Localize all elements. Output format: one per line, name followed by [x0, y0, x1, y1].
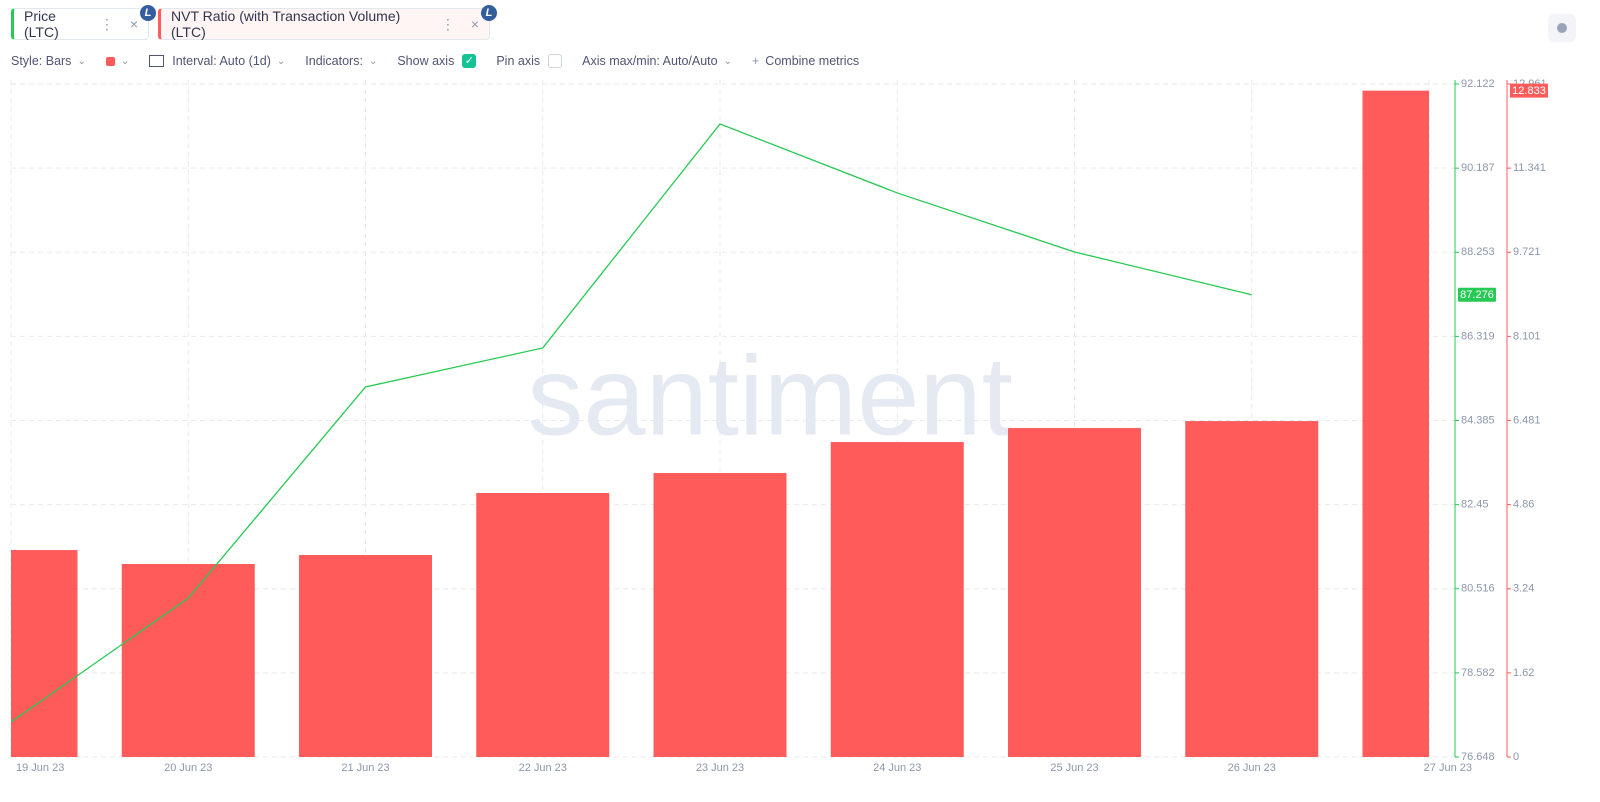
y-tick-label: 76.648: [1461, 751, 1495, 763]
y-tick-label: 92.122: [1461, 78, 1495, 90]
y-tick-label: 86.319: [1461, 330, 1495, 342]
label: Combine metrics: [765, 54, 860, 68]
y2-tick-label: 9.721: [1513, 246, 1541, 258]
x-tick-label: 19 Jun 23: [16, 762, 64, 774]
settings-button[interactable]: [1548, 14, 1576, 42]
y-tick-label: 82.45: [1461, 499, 1489, 511]
y2-tick-label: 8.101: [1513, 330, 1541, 342]
metric-tab[interactable]: NVT Ratio (with Transaction Volume) (LTC…: [158, 5, 497, 40]
x-tick-label: 21 Jun 23: [341, 762, 389, 774]
label: Interval: Auto (1d): [172, 54, 271, 68]
label: Axis max/min: Auto/Auto: [582, 54, 718, 68]
last-value-label: 87.276: [1460, 289, 1494, 301]
tab-close[interactable]: ×: [129, 16, 138, 32]
checkbox: [548, 54, 563, 68]
bar: [653, 473, 787, 757]
x-tick-label: 26 Jun 23: [1228, 762, 1276, 774]
y2-tick-label: 3.24: [1513, 583, 1534, 595]
bar: [1185, 421, 1319, 757]
icon: [1557, 23, 1567, 33]
ltc-icon: L: [140, 5, 156, 21]
x-tick-label: 22 Jun 23: [519, 762, 567, 774]
tab-label: Price (LTC): [24, 8, 59, 40]
pin-axis-toggle[interactable]: Pin axis: [496, 54, 563, 68]
label: Show axis: [397, 54, 455, 68]
bar: [476, 493, 610, 757]
axis-minmax-select[interactable]: Axis max/min: Auto/Auto ⌄: [582, 54, 732, 68]
bar: [299, 555, 432, 757]
combine-metrics-button[interactable]: + Combine metrics: [751, 54, 860, 68]
last-value-badge: [1458, 287, 1496, 302]
x-tick-label: 27 Jun 23: [1424, 762, 1472, 774]
y2-tick-label: 6.481: [1513, 414, 1541, 426]
x-tick-label: 25 Jun 23: [1050, 762, 1098, 774]
bar: [1362, 90, 1429, 757]
indicators-select[interactable]: Indicators: ⌄: [305, 54, 378, 68]
tab-close[interactable]: ×: [470, 16, 479, 32]
last-value-label: 12.833: [1512, 85, 1546, 97]
bar: [121, 563, 255, 757]
bar: [11, 550, 78, 757]
x-tick-label: 20 Jun 23: [164, 762, 212, 774]
y2-tick-label: 0: [1513, 751, 1519, 763]
bar: [830, 442, 964, 757]
color-swatch: [105, 56, 115, 66]
label: Pin axis: [496, 54, 541, 68]
interval-select[interactable]: Interval: Auto (1d) ⌄: [149, 54, 285, 68]
y-tick-label: 80.516: [1461, 583, 1495, 595]
x-tick-label: 24 Jun 23: [873, 762, 921, 774]
y2-tick-label: 1.62: [1513, 667, 1534, 679]
icon: [149, 55, 165, 67]
line: [11, 123, 1252, 723]
y2-tick-label: 4.86: [1513, 499, 1534, 511]
bar: [1008, 428, 1141, 757]
metric-tab[interactable]: Price (LTC) ⋮ × L: [11, 5, 156, 40]
label: Style: Bars: [11, 54, 72, 68]
show-axis-toggle[interactable]: Show axis ✓: [397, 54, 477, 68]
style-select[interactable]: Style: Bars ⌄: [11, 54, 86, 68]
y2-tick-label: 11.341: [1513, 162, 1546, 174]
watermark: santiment: [527, 334, 1013, 459]
y-tick-label: 88.253: [1461, 246, 1495, 258]
tab-menu[interactable]: ⋮: [440, 15, 455, 32]
toolbar: Style: Bars ⌄ ⌄ Interval: Auto (1d) ⌄ Indi…: [11, 52, 879, 70]
y-tick-label: 90.187: [1461, 162, 1495, 174]
tab-label: NVT Ratio (with Transaction Volume) (LTC…: [171, 8, 401, 40]
checkbox-checked: ✓: [462, 54, 477, 68]
y2-tick-label: 12.961: [1513, 78, 1547, 90]
y-tick-label: 78.582: [1461, 667, 1495, 679]
label: Indicators:: [305, 54, 363, 68]
tab-menu[interactable]: ⋮: [99, 15, 114, 32]
last-value-badge: [1510, 83, 1548, 98]
color-select[interactable]: ⌄: [105, 56, 129, 67]
ltc-icon: L: [481, 5, 497, 21]
y-tick-label: 84.385: [1461, 414, 1495, 426]
x-tick-label: 23 Jun 23: [696, 762, 744, 774]
